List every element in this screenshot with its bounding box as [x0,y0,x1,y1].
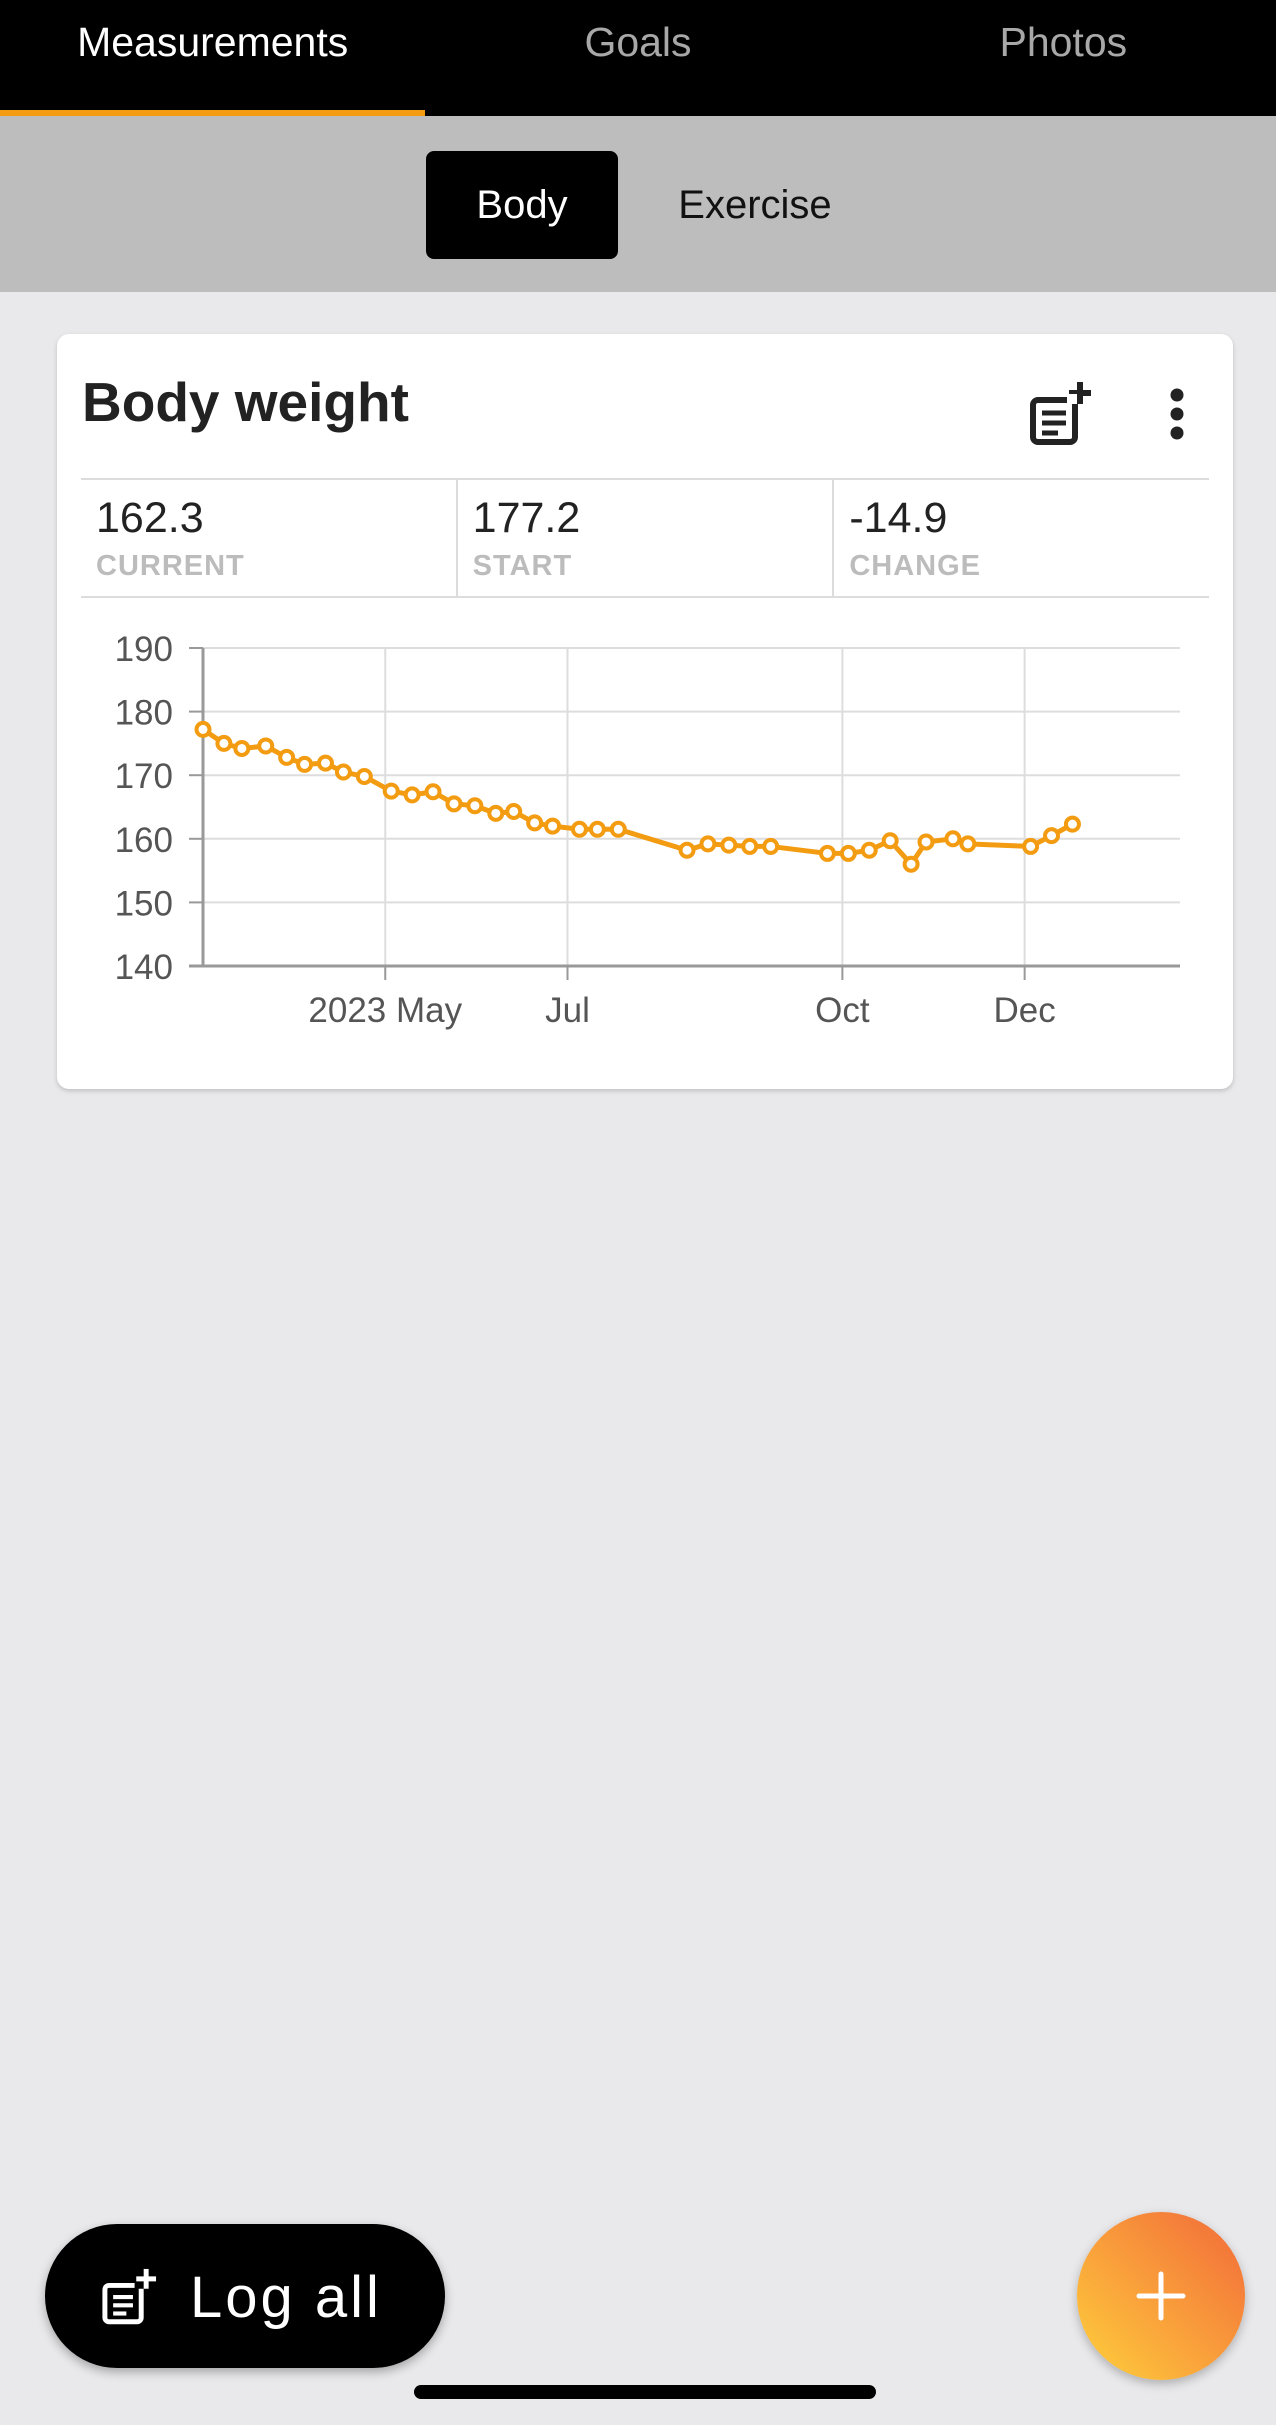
data-point [902,855,920,873]
y-tick-label: 160 [115,821,173,860]
data-point [544,817,562,835]
add-entry-button[interactable] [1017,374,1097,454]
data-point [678,841,696,859]
card-title: Body weight [82,371,409,433]
data-point [944,830,962,848]
top-tab-bar: Measurements Goals Photos [0,0,1276,116]
body-weight-card[interactable]: Body weight 162.3 CURRENT 177.2 START [57,334,1233,1089]
data-point [1043,827,1061,845]
stat-change: -14.9 CHANGE [832,480,1209,596]
add-fab-button[interactable] [1077,2212,1245,2380]
data-point [720,836,738,854]
stats-row: 162.3 CURRENT 177.2 START -14.9 CHANGE [81,478,1209,598]
data-point [466,797,484,815]
data-point [818,844,836,862]
segment-control: Body Exercise [0,116,1276,292]
data-point [839,844,857,862]
tab-photos[interactable]: Photos [999,19,1128,65]
data-point [917,833,935,851]
data-point [609,820,627,838]
data-point [762,837,780,855]
tab-measurements[interactable]: Measurements [0,0,426,116]
segment-body[interactable]: Body [426,151,618,259]
data-point [215,734,233,752]
data-point [194,720,212,738]
data-point [881,832,899,850]
data-point [699,835,717,853]
add-entry-icon [102,2268,157,2325]
data-point [278,748,296,766]
data-point [959,835,977,853]
stat-label: CHANGE [849,550,982,582]
data-point [588,820,606,838]
stat-value: 177.2 [472,494,581,542]
data-point [445,795,463,813]
stat-start: 177.2 START [455,480,833,596]
more-vert-icon [1170,388,1184,440]
data-point [1063,815,1081,833]
data-point [334,763,352,781]
data-point [526,814,544,832]
data-point [382,782,400,800]
log-all-label: Log all [190,2265,382,2330]
stat-current: 162.3 CURRENT [81,480,456,596]
y-tick-label: 180 [115,694,173,733]
plus-icon [1136,2271,1186,2321]
data-point [233,739,251,757]
body-weight-chart[interactable]: 190 180 170 160 150 140 2023 May Jul Oct Dec [57,602,1233,1032]
data-point [487,804,505,822]
y-tick-label: 190 [115,630,173,669]
data-point [860,841,878,859]
y-tick-label: 150 [115,884,173,923]
add-entry-icon [1030,382,1091,445]
data-point [1022,837,1040,855]
stat-value: -14.9 [849,494,948,542]
segment-exercise[interactable]: Exercise [678,183,832,227]
y-tick-label: 140 [115,948,173,987]
data-point [296,755,314,773]
data-point [403,786,421,804]
stat-label: CURRENT [96,550,245,582]
data-point [257,737,275,755]
data-point [355,767,373,785]
x-tick-label: Oct [815,991,870,1030]
data-point [505,802,523,820]
more-options-button[interactable] [1137,374,1217,454]
data-point [570,820,588,838]
x-tick-label: Dec [994,991,1056,1030]
stat-label: START [472,550,573,582]
stat-value: 162.3 [96,494,204,542]
data-point [741,837,759,855]
x-tick-label: 2023 May [308,991,462,1030]
y-tick-label: 170 [115,757,173,796]
log-all-button[interactable]: Log all [45,2224,445,2368]
home-indicator [414,2385,876,2399]
data-point [424,783,442,801]
x-tick-label: Jul [545,991,590,1030]
tab-goals[interactable]: Goals [584,19,692,65]
weight-line [200,726,1075,867]
data-point [316,754,334,772]
